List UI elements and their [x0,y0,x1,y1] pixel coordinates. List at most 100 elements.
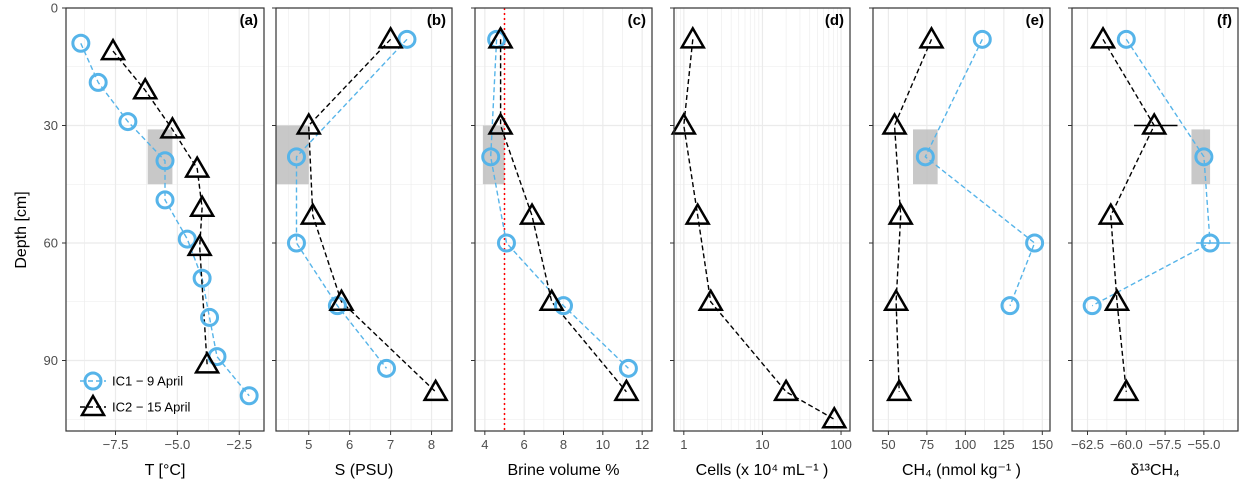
legend-marker-ic1 [83,371,103,391]
panel-border [65,7,265,432]
data-point-ic1 [397,29,417,49]
panel-label: (e) [1026,12,1044,29]
x-tick-label: 6 [346,437,353,452]
data-point-ic2 [821,405,848,429]
x-axis-title: Cells (x 10⁴ mL⁻¹ ) [696,462,829,479]
data-point-ic1 [1025,233,1045,253]
y-tick-label: 60 [44,236,58,251]
legend-item-ic2: IC2 − 15 April [79,393,191,417]
data-point-ic2 [882,288,910,311]
data-point-ic1 [239,386,259,406]
panel-label: (d) [825,12,844,29]
data-point-ic2 [538,288,565,311]
data-point-ic2 [885,378,913,402]
x-tick-label: 75 [920,437,934,452]
data-point-ic2 [377,25,404,49]
data-point-ic2 [328,288,355,311]
x-axis-title: T [°C] [145,462,186,479]
data-point-ic2 [188,194,216,217]
data-point-ic1 [1116,29,1136,49]
legend-marker-ic2 [79,393,107,417]
y-tick-label: 90 [44,353,58,368]
x-tick-label: 5 [305,437,312,452]
data-point-ic1 [554,296,573,316]
x-tick-label: 50 [881,437,895,452]
x-tick-label: 100 [954,437,976,452]
data-point-ic1 [88,72,108,92]
x-tick-label: 100 [830,437,852,452]
x-tick-label: −62.5 [1071,437,1104,452]
data-point-ic2 [487,25,514,49]
data-point-ic2 [1097,202,1124,225]
x-tick-label: −7.5 [103,437,129,452]
y-axis-title: Depth [cm] [13,191,30,268]
series-line-ic1 [295,38,408,369]
x-tick-label: 8 [428,437,435,452]
data-point-ic2 [1113,378,1140,402]
panel-border [275,7,453,432]
x-tick-label: 125 [993,437,1015,452]
x-tick-label: 10 [596,437,610,452]
panel-1: −7.5 −5.0 −2.5 0 30 60 90 T [°C] (a) [44,1,265,479]
data-point-ic1 [71,33,91,53]
x-tick-label: 1 [680,437,687,452]
data-point-ic2 [772,378,800,402]
data-point-ic1 [915,147,935,167]
panel-label: (a) [240,12,258,29]
data-point-ic1 [286,233,306,253]
shaded-region [482,125,505,185]
shaded-region [1191,129,1211,185]
y-tick-label: 30 [44,118,58,133]
legend-label-ic2: IC2 − 15 April [112,400,191,415]
data-point-ic2 [295,112,322,135]
y-tick-label: 0 [51,1,58,16]
data-point-ic1 [496,233,516,253]
data-point-ic2 [918,25,945,49]
data-point-ic2 [1141,112,1168,135]
data-point-ic1 [286,147,306,167]
panel-3: 4 6 8 10 12 Brine volume % (c) [471,7,653,479]
series-line-ic2 [499,39,627,393]
data-point-ic2 [132,76,159,100]
data-point-ic1 [118,112,138,132]
x-axis-title: δ¹³CH₄ [1130,462,1179,479]
series-line-ic2 [683,39,835,420]
data-point-ic2 [684,202,711,225]
data-point-ic2 [613,378,640,402]
data-point-ic1 [155,151,175,171]
data-point-ic1 [1000,296,1020,316]
series-line-ic2 [1102,38,1155,392]
x-axis-title: Brine volume % [507,462,619,479]
data-point-ic1 [177,229,197,249]
series-line-ic2 [893,39,933,392]
legend-label-ic1: IC1 − 9 April [112,374,183,389]
data-point-ic1 [155,190,175,210]
data-point-ic2 [422,378,449,402]
data-point-ic2 [670,112,697,135]
legend: IC1 − 9 April IC2 − 15 April [79,371,191,417]
x-axis-title: S (PSU) [335,462,394,479]
data-point-ic2 [184,155,211,178]
panel-5: 50 75 100 125 150 CH₄ (nmol kg⁻¹ ) (e) [869,7,1053,479]
data-point-ic1 [192,268,212,288]
data-point-ic2 [159,115,186,139]
x-tick-label: −2.5 [226,437,252,452]
x-tick-label: −55.0 [1187,437,1220,452]
series-line-ic2 [307,38,437,393]
panel-label: (c) [628,12,646,29]
data-point-ic2 [679,25,706,49]
series-line-ic1 [1091,38,1211,307]
data-point-ic1 [1194,147,1214,167]
data-point-ic2 [697,288,724,311]
data-point-ic2 [1089,25,1117,49]
x-tick-label: −57.5 [1149,437,1182,452]
data-point-ic2 [881,112,908,135]
data-point-ic2 [518,202,546,225]
x-tick-label: 150 [1031,437,1053,452]
data-point-ic1 [200,307,220,327]
x-tick-label: 4 [481,437,488,452]
data-point-ic1 [377,358,397,378]
series-line-ic1 [80,43,250,397]
series-line-ic2 [112,50,208,365]
